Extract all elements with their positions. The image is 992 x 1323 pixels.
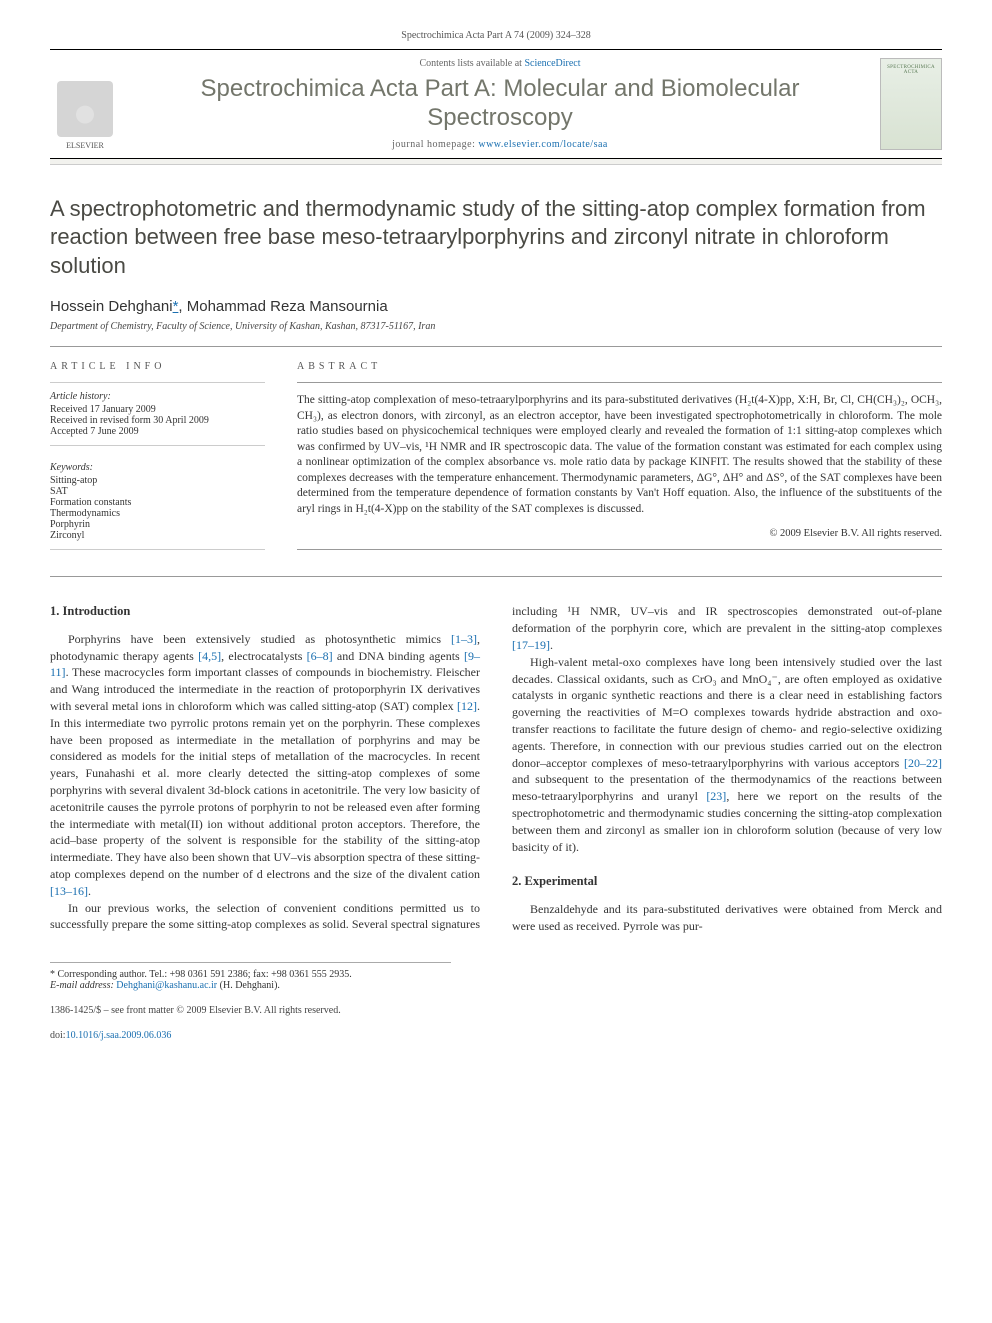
section-2-head: 2. Experimental bbox=[512, 873, 942, 891]
author-1: Hossein Dehghani bbox=[50, 298, 173, 315]
masthead-center: Contents lists available at ScienceDirec… bbox=[132, 58, 868, 150]
publisher-logo: ELSEVIER bbox=[50, 58, 120, 150]
citation-ref[interactable]: [17–19] bbox=[512, 638, 550, 652]
sciencedirect-link[interactable]: ScienceDirect bbox=[524, 58, 580, 69]
doi-line: doi:10.1016/j.saa.2009.06.036 bbox=[50, 1030, 942, 1041]
paragraph: Benzaldehyde and its para-substituted de… bbox=[512, 901, 942, 935]
contents-lists-line: Contents lists available at ScienceDirec… bbox=[132, 58, 868, 69]
paragraph: High-valent metal-oxo complexes have lon… bbox=[512, 654, 942, 856]
homepage-prefix: journal homepage: bbox=[392, 139, 478, 150]
masthead: ELSEVIER Contents lists available at Sci… bbox=[50, 50, 942, 159]
elsevier-tree-icon bbox=[57, 81, 113, 137]
article-info-block: article info Article history: Received 1… bbox=[50, 361, 265, 558]
journal-name: Spectrochimica Acta Part A: Molecular an… bbox=[132, 75, 868, 133]
citation-ref[interactable]: [4,5] bbox=[198, 649, 221, 663]
keyword: Formation constants bbox=[50, 497, 265, 508]
author-2: , Mohammad Reza Mansournia bbox=[178, 298, 387, 315]
paragraph: Porphyrins have been extensively studied… bbox=[50, 631, 480, 900]
keywords-head: Keywords: bbox=[50, 462, 265, 473]
email-footnote: E-mail address: Dehghani@kashanu.ac.ir (… bbox=[50, 980, 451, 991]
abstract-text: The sitting-atop complexation of meso-te… bbox=[297, 393, 942, 517]
journal-homepage-line: journal homepage: www.elsevier.com/locat… bbox=[132, 139, 868, 150]
keyword: Sitting-atop bbox=[50, 475, 265, 486]
article-info-label: article info bbox=[50, 361, 265, 372]
history-accepted: Accepted 7 June 2009 bbox=[50, 426, 265, 437]
cover-thumb-title: SPECTROCHIMICA ACTA bbox=[883, 65, 939, 75]
footnotes: * Corresponding author. Tel.: +98 0361 5… bbox=[50, 962, 451, 991]
section-1-head: 1. Introduction bbox=[50, 603, 480, 621]
article-body: 1. Introduction Porphyrins have been ext… bbox=[50, 603, 942, 934]
history-head: Article history: bbox=[50, 391, 265, 402]
masthead-bottom-bar bbox=[50, 159, 942, 165]
email-label: E-mail address: bbox=[50, 980, 116, 991]
citation-ref[interactable]: [23] bbox=[706, 789, 726, 803]
corresponding-author-footnote: * Corresponding author. Tel.: +98 0361 5… bbox=[50, 969, 451, 980]
citation-ref[interactable]: [6–8] bbox=[307, 649, 333, 663]
keyword: Zirconyl bbox=[50, 530, 265, 541]
keyword: Porphyrin bbox=[50, 519, 265, 530]
history-revised: Received in revised form 30 April 2009 bbox=[50, 415, 265, 426]
publisher-logo-label: ELSEVIER bbox=[66, 141, 104, 150]
author-list: Hossein Dehghani*, Mohammad Reza Mansour… bbox=[50, 298, 942, 315]
doi-prefix: doi: bbox=[50, 1030, 66, 1041]
contents-prefix: Contents lists available at bbox=[419, 58, 524, 69]
abstract-copyright: © 2009 Elsevier B.V. All rights reserved… bbox=[297, 528, 942, 539]
issn-line: 1386-1425/$ – see front matter © 2009 El… bbox=[50, 1005, 942, 1016]
doi-link[interactable]: 10.1016/j.saa.2009.06.036 bbox=[66, 1030, 172, 1041]
citation-ref[interactable]: [13–16] bbox=[50, 884, 88, 898]
affiliation: Department of Chemistry, Faculty of Scie… bbox=[50, 321, 942, 332]
citation-ref[interactable]: [12] bbox=[457, 699, 477, 713]
journal-homepage-link[interactable]: www.elsevier.com/locate/saa bbox=[478, 139, 607, 150]
keyword: SAT bbox=[50, 486, 265, 497]
running-head: Spectrochimica Acta Part A 74 (2009) 324… bbox=[50, 30, 942, 41]
abstract-block: abstract The sitting-atop complexation o… bbox=[297, 361, 942, 558]
citation-ref[interactable]: [9–11] bbox=[50, 649, 480, 680]
keyword: Thermodynamics bbox=[50, 508, 265, 519]
history-received: Received 17 January 2009 bbox=[50, 404, 265, 415]
email-who: (H. Dehghani). bbox=[217, 980, 280, 991]
email-link[interactable]: Dehghani@kashanu.ac.ir bbox=[116, 980, 217, 991]
article-title: A spectrophotometric and thermodynamic s… bbox=[50, 195, 942, 281]
meta-row: article info Article history: Received 1… bbox=[50, 347, 942, 576]
abstract-label: abstract bbox=[297, 361, 942, 372]
journal-cover-thumb: SPECTROCHIMICA ACTA bbox=[880, 58, 942, 150]
citation-ref[interactable]: [20–22] bbox=[904, 756, 942, 770]
citation-ref[interactable]: [1–3] bbox=[451, 632, 477, 646]
rule-below-meta bbox=[50, 576, 942, 577]
